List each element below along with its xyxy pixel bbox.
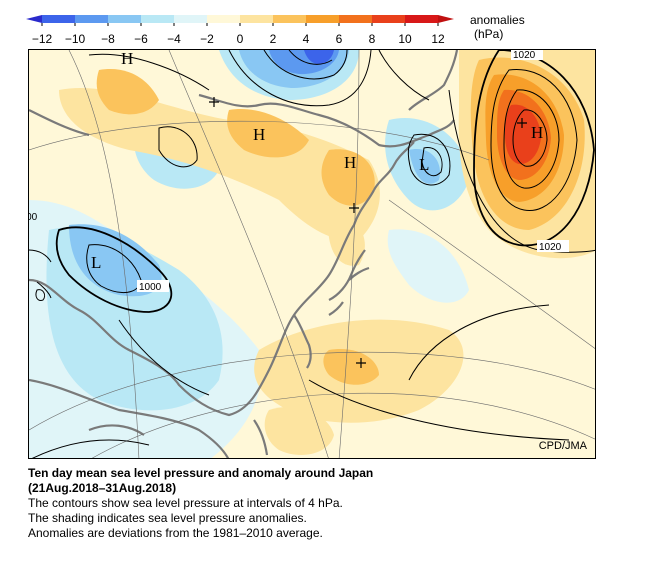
colorbar-tick-label: 6	[336, 32, 343, 46]
colorbar-tick-label: −4	[167, 32, 181, 46]
colorbar-ticks: −12 −10 −8 −6 −4 −2 0 2 4 6 8 10 12	[32, 23, 445, 46]
isobar-labels: 1020 1020 1000 1000	[29, 50, 569, 293]
isobar-label-1000-center: 1000	[139, 282, 162, 293]
caption-period: (21Aug.2018–31Aug.2018)	[28, 481, 177, 495]
colorbar-cell	[306, 15, 339, 23]
colorbar-cell	[141, 15, 174, 23]
colorbar-tick-label: −6	[134, 32, 148, 46]
map-caption: Ten day mean sea level pressure and anom…	[28, 466, 628, 541]
center-crosses	[209, 97, 527, 368]
map-graphic: H H H H L L 1020 1020 1000 1000	[29, 50, 595, 458]
colorbar-tick-label: 4	[303, 32, 310, 46]
isobars	[29, 50, 595, 458]
colorbar-cell	[405, 15, 438, 23]
colorbar-max-arrow	[438, 15, 454, 23]
colorbar-tick-label: 2	[270, 32, 277, 46]
colorbar-tick-label: −2	[200, 32, 214, 46]
pressure-centers: H H H H L L	[91, 50, 543, 272]
colorbar-cell	[207, 15, 240, 23]
caption-line-3: Anomalies are deviations from the 1981–2…	[28, 526, 323, 540]
anomaly-colorbar: −12 −10 −8 −6 −4 −2 0 2 4 6 8 10 12	[26, 15, 454, 46]
colorbar-cell	[339, 15, 372, 23]
high-marker-4: H	[531, 123, 543, 142]
colorbar-cell	[273, 15, 306, 23]
colorbar-tick-label: 8	[369, 32, 376, 46]
colorbar-cell	[42, 15, 75, 23]
colorbar-tick-label: 10	[398, 32, 412, 46]
anomaly-shading	[29, 50, 595, 458]
caption-line-2: The shading indicates sea level pressure…	[28, 511, 307, 525]
low-marker-2: L	[419, 155, 429, 174]
colorbar-tick-label: 12	[431, 32, 445, 46]
colorbar-tick-label: −10	[65, 32, 86, 46]
colorbar-tick-label: 0	[237, 32, 244, 46]
map-credit: CPD/JMA	[538, 440, 587, 452]
caption-line-1: The contours show sea level pressure at …	[28, 496, 343, 510]
isobar-label-1000-left: 1000	[29, 212, 38, 223]
colorbar-cells	[26, 15, 454, 23]
isobar-label-1020-right: 1020	[539, 242, 562, 253]
colorbar-cell	[372, 15, 405, 23]
colorbar-min-arrow	[26, 15, 42, 23]
isobar-label-1020-top: 1020	[513, 50, 536, 61]
colorbar-tick-label: −12	[32, 32, 53, 46]
high-marker-2: H	[253, 125, 265, 144]
caption-title: Ten day mean sea level pressure and anom…	[28, 466, 374, 480]
high-marker-1: H	[121, 50, 133, 68]
colorbar-title: anomalies	[470, 13, 525, 27]
colorbar-cell	[174, 15, 207, 23]
colorbar-unit: (hPa)	[474, 27, 504, 41]
pressure-anomaly-map: H H H H L L 1020 1020 1000 1000 CPD/JMA	[28, 49, 596, 459]
colorbar-tick-label: −8	[101, 32, 115, 46]
low-marker-1: L	[91, 253, 101, 272]
coastlines	[29, 50, 459, 458]
colorbar-cell	[108, 15, 141, 23]
high-marker-3: H	[344, 153, 356, 172]
colorbar-cell	[240, 15, 273, 23]
colorbar-cell	[75, 15, 108, 23]
graticule	[29, 50, 595, 458]
